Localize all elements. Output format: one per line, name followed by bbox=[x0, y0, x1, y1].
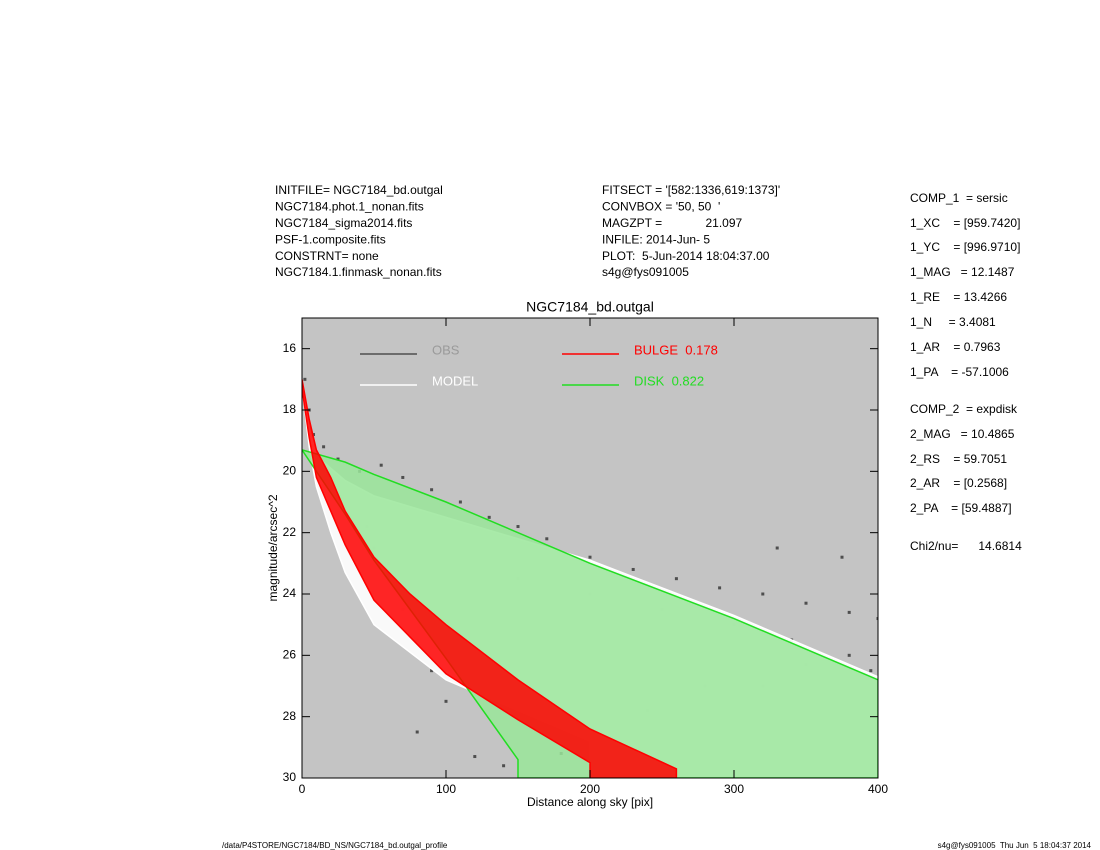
obs-point bbox=[502, 764, 506, 768]
x-axis-label: Distance along sky [pix] bbox=[527, 795, 653, 809]
header-line: INFILE: 2014-Jun- 5 bbox=[602, 232, 710, 246]
header-line: PLOT: 5-Jun-2014 18:04:37.00 bbox=[602, 249, 770, 263]
legend-label: OBS bbox=[432, 342, 460, 357]
obs-point bbox=[379, 463, 383, 467]
fit-parameter: Chi2/nu= 14.6814 bbox=[910, 539, 1022, 553]
legend-label: MODEL bbox=[432, 373, 478, 388]
x-tick-label: 300 bbox=[724, 782, 744, 796]
header-line: PSF-1.composite.fits bbox=[275, 232, 386, 246]
x-tick-label: 100 bbox=[436, 782, 456, 796]
header-line: NGC7184.1.finmask_nonan.fits bbox=[275, 265, 442, 279]
y-tick-label: 28 bbox=[283, 709, 297, 723]
obs-point bbox=[401, 475, 405, 479]
footer-path: /data/P4STORE/NGC7184/BD_NS/NGC7184_bd.o… bbox=[222, 841, 448, 850]
obs-point bbox=[840, 555, 844, 559]
x-tick-label: 400 bbox=[868, 782, 888, 796]
x-tick-label: 0 bbox=[299, 782, 306, 796]
obs-point bbox=[303, 377, 307, 381]
fit-parameter: 1_N = 3.4081 bbox=[910, 315, 996, 329]
fit-parameter: 1_AR = 0.7963 bbox=[910, 340, 1001, 354]
fit-parameter: 1_XC = [959.7420] bbox=[910, 216, 1020, 230]
footer-stamp: s4g@fys091005 Thu Jun 5 18:04:37 2014 bbox=[938, 841, 1092, 850]
obs-point bbox=[631, 567, 635, 571]
obs-point bbox=[430, 669, 434, 673]
header-line: FITSECT = '[582:1336,619:1373]' bbox=[602, 183, 780, 197]
header-line: INITFILE= NGC7184_bd.outgal bbox=[275, 183, 443, 197]
obs-point bbox=[336, 457, 340, 461]
obs-point bbox=[847, 653, 851, 657]
y-tick-label: 16 bbox=[283, 341, 297, 355]
obs-point bbox=[487, 515, 491, 519]
obs-point bbox=[718, 586, 722, 590]
obs-point bbox=[775, 546, 779, 550]
header-line: NGC7184.phot.1_nonan.fits bbox=[275, 200, 424, 214]
obs-point bbox=[444, 699, 448, 703]
obs-point bbox=[847, 610, 851, 614]
obs-point bbox=[430, 488, 434, 492]
legend-label: BULGE 0.178 bbox=[634, 342, 718, 357]
header-line: MAGZPT = 21.097 bbox=[602, 216, 742, 230]
y-tick-label: 22 bbox=[283, 525, 297, 539]
fit-parameter: 2_PA = [59.4887] bbox=[910, 501, 1012, 515]
fit-parameter: 1_MAG = 12.1487 bbox=[910, 265, 1015, 279]
y-tick-label: 30 bbox=[283, 770, 297, 784]
header-line: s4g@fys091005 bbox=[602, 265, 689, 279]
fit-parameter: COMP_1 = sersic bbox=[910, 191, 1008, 205]
obs-point bbox=[458, 500, 462, 504]
obs-point bbox=[804, 601, 808, 605]
fit-parameter: 2_MAG = 10.4865 bbox=[910, 427, 1015, 441]
obs-point bbox=[674, 577, 678, 581]
obs-point bbox=[876, 617, 878, 621]
y-tick-label: 18 bbox=[283, 402, 297, 416]
y-tick-label: 26 bbox=[283, 648, 297, 662]
y-axis-label: magnitude/arcsec^2 bbox=[266, 494, 280, 601]
y-tick-label: 20 bbox=[283, 464, 297, 478]
header-line: CONSTRNT= none bbox=[275, 249, 379, 263]
obs-point bbox=[473, 755, 477, 759]
fit-parameter: 2_AR = [0.2568] bbox=[910, 476, 1007, 490]
header-line: NGC7184_sigma2014.fits bbox=[275, 216, 412, 230]
legend-label: DISK 0.822 bbox=[634, 373, 704, 388]
chart-title: NGC7184_bd.outgal bbox=[526, 299, 654, 315]
fit-parameter: 1_YC = [996.9710] bbox=[910, 240, 1020, 254]
y-tick-label: 24 bbox=[283, 586, 297, 600]
fit-parameter: 1_PA = -57.1006 bbox=[910, 365, 1009, 379]
obs-point bbox=[415, 730, 419, 734]
obs-point bbox=[588, 555, 592, 559]
x-tick-label: 200 bbox=[580, 782, 600, 796]
obs-point bbox=[869, 669, 873, 673]
obs-point bbox=[322, 445, 326, 449]
fit-parameter: COMP_2 = expdisk bbox=[910, 402, 1018, 416]
obs-point bbox=[516, 525, 520, 529]
header-line: CONVBOX = '50, 50 ' bbox=[602, 200, 720, 214]
obs-point bbox=[761, 592, 765, 596]
fit-parameter: 2_RS = 59.7051 bbox=[910, 452, 1007, 466]
obs-point bbox=[545, 537, 549, 541]
fit-parameter: 1_RE = 13.4266 bbox=[910, 290, 1007, 304]
component-band bbox=[302, 379, 678, 778]
